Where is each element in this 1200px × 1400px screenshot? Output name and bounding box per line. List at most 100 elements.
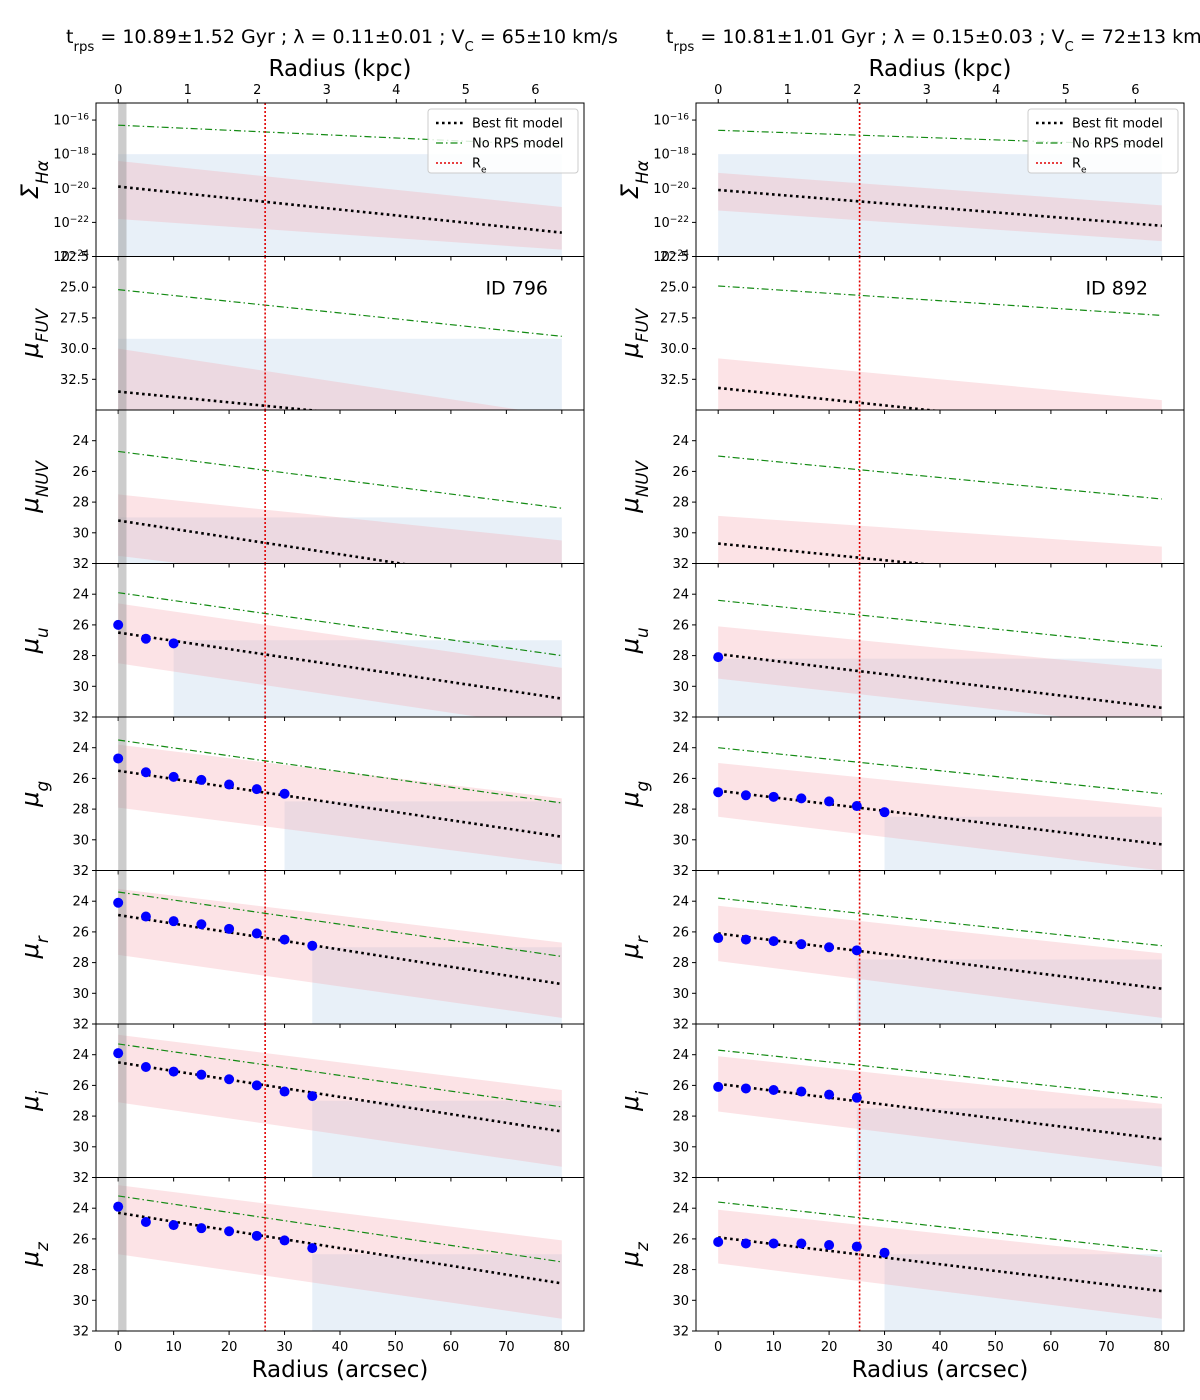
data-point xyxy=(251,928,262,939)
y-tick-label: 30 xyxy=(72,1294,89,1309)
x-tick-label: 30 xyxy=(876,1340,893,1355)
data-point xyxy=(279,1235,290,1246)
y-tick-label: 32 xyxy=(672,1325,689,1340)
figure-galaxy-796: trps = 10.89±1.52 Gyr ; λ = 0.11±0.01 ; … xyxy=(16,26,618,1383)
best-fit-model-line xyxy=(117,519,410,564)
y-axis-label: μNUV xyxy=(16,459,52,513)
psf-region xyxy=(118,563,127,717)
data-point xyxy=(768,936,779,947)
no-rps-model-line xyxy=(718,897,1162,947)
y-tick-label: 30 xyxy=(672,987,689,1002)
legend: Best fit model No RPS model Re xyxy=(427,108,579,176)
y-tick-label: 24 xyxy=(672,434,689,449)
data-point xyxy=(740,1238,751,1249)
top-x-tick-label: 3 xyxy=(923,83,931,98)
data-point xyxy=(140,911,151,922)
psf-region xyxy=(118,103,127,257)
panel-r: 24 26 28 30 32 μr xyxy=(616,870,1185,1033)
header-title: trps = 10.89±1.52 Gyr ; λ = 0.11±0.01 ; … xyxy=(66,26,618,55)
y-tick-label: 10−18 xyxy=(653,147,689,163)
data-point xyxy=(224,923,235,934)
no-rps-model-line xyxy=(718,129,1162,147)
best-fit-band xyxy=(718,515,1162,564)
y-tick-label: 22.5 xyxy=(660,250,689,265)
psf-region xyxy=(118,717,127,871)
y-tick-label: 25.0 xyxy=(660,281,689,296)
data-point xyxy=(224,1226,235,1237)
y-axis-label: μz xyxy=(16,1241,52,1267)
y-tick-label: 30 xyxy=(72,987,89,1002)
data-point xyxy=(196,1223,207,1234)
y-tick-label: 30.0 xyxy=(660,342,689,357)
data-point xyxy=(713,933,724,944)
best-fit-model-line xyxy=(117,1211,563,1285)
data-point xyxy=(168,638,179,649)
y-axis-label: μi xyxy=(16,1090,52,1111)
y-tick-label: 30 xyxy=(72,526,89,541)
panel-plot-area xyxy=(113,870,563,1024)
y-axis-label: μr xyxy=(16,935,52,959)
best-fit-model-line xyxy=(118,390,322,410)
best-fit-model-line xyxy=(718,1082,1162,1141)
best-fit-model-line xyxy=(718,932,1162,990)
best-fit-band xyxy=(118,160,562,250)
no-rps-model-line xyxy=(118,1195,562,1263)
detection-limit-region xyxy=(284,801,562,871)
y-tick-label: 30 xyxy=(672,1140,689,1155)
data-point xyxy=(113,619,124,630)
x-tick-label: 70 xyxy=(1098,1340,1115,1355)
y-tick-label: 26 xyxy=(672,925,689,940)
figure-galaxy-892: trps = 10.81±1.01 Gyr ; λ = 0.15±0.03 ; … xyxy=(616,26,1200,1383)
data-point xyxy=(251,784,262,795)
legend-label: Re xyxy=(1072,157,1087,176)
y-axis-label: ΣHα xyxy=(16,160,52,199)
x-tick-label: 70 xyxy=(498,1340,515,1355)
panel-i: 24 26 28 30 32 μi xyxy=(616,1023,1185,1186)
best-fit-model-line xyxy=(718,542,931,564)
x-tick-label: 80 xyxy=(554,1340,571,1355)
detection-limit-region xyxy=(884,1254,1162,1331)
no-rps-model-line xyxy=(718,455,1162,500)
top-axis-title: Radius (kpc) xyxy=(269,56,412,82)
data-point xyxy=(279,788,290,799)
detection-limit-region xyxy=(312,1100,562,1178)
y-tick-label: 32 xyxy=(72,557,89,572)
panel-z: 24 26 28 30 32 μz xyxy=(616,1177,1185,1340)
y-tick-label: 28 xyxy=(72,1110,89,1125)
data-point xyxy=(768,1085,779,1096)
y-tick-label: 28 xyxy=(672,1263,689,1278)
top-x-tick-label: 0 xyxy=(114,83,122,98)
no-rps-model-line xyxy=(718,285,1162,317)
panel-plot-area xyxy=(113,717,563,871)
y-tick-label: 32 xyxy=(672,864,689,879)
y-tick-label: 24 xyxy=(72,741,89,756)
best-fit-model-line xyxy=(718,789,1162,846)
data-point xyxy=(796,1238,807,1249)
legend-label: No RPS model xyxy=(472,137,564,152)
x-tick-label: 0 xyxy=(114,1340,122,1355)
y-tick-label: 32 xyxy=(672,711,689,726)
y-tick-label: 28 xyxy=(672,803,689,818)
top-x-tick-label: 6 xyxy=(531,83,539,98)
data-point xyxy=(824,942,835,953)
data-point xyxy=(307,1091,318,1102)
y-tick-label: 30 xyxy=(672,680,689,695)
best-fit-model-line xyxy=(117,769,563,839)
y-tick-label: 28 xyxy=(672,956,689,971)
data-point xyxy=(713,1081,724,1092)
y-tick-label: 28 xyxy=(72,649,89,664)
panel-plot-area xyxy=(117,410,562,564)
y-tick-label: 32 xyxy=(672,1018,689,1033)
detection-limit-region xyxy=(173,640,562,717)
y-tick-label: 26 xyxy=(672,465,689,480)
y-tick-label: 32.5 xyxy=(660,373,689,388)
top-x-tick-label: 2 xyxy=(253,83,261,98)
no-rps-model-line xyxy=(118,891,562,958)
data-point xyxy=(168,771,179,782)
y-tick-label: 32 xyxy=(72,864,89,879)
y-axis-label: μNUV xyxy=(616,459,652,513)
legend-label: No RPS model xyxy=(1072,137,1164,152)
y-tick-label: 28 xyxy=(72,496,89,511)
